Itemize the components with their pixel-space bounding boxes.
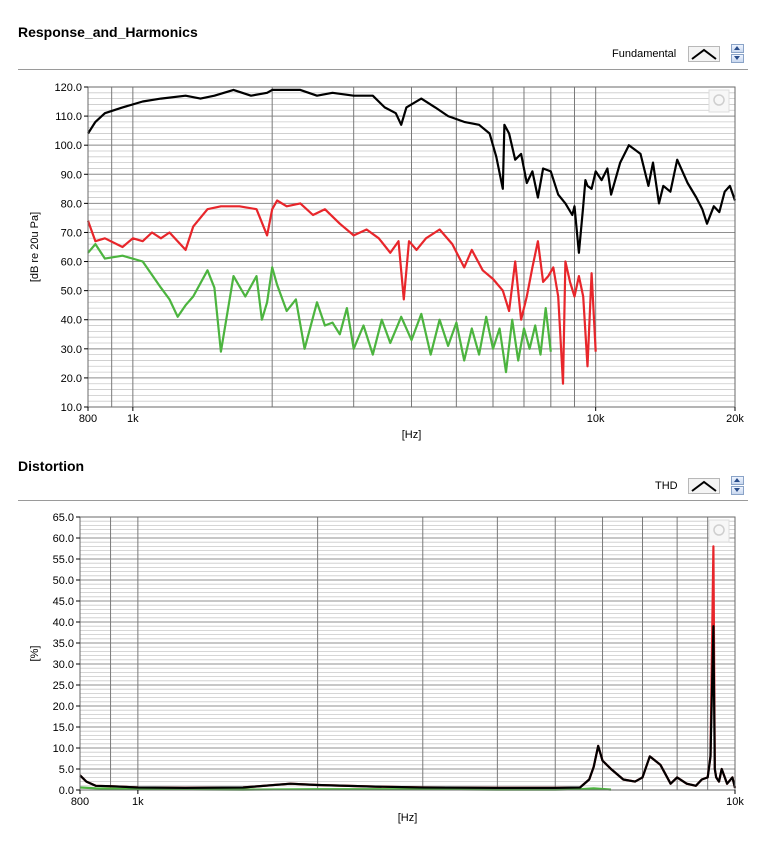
distortion-x-tick-label: 10k <box>726 796 744 808</box>
distortion-y-tick-label: 45.0 <box>53 596 74 608</box>
fundamental-spin-down-button[interactable] <box>731 54 744 63</box>
chevron-up-icon <box>734 46 740 50</box>
distortion-y-axis-label: [%] <box>29 646 41 662</box>
response-y-tick-label: 30.0 <box>61 344 82 356</box>
distortion-y-tick-label: 65.0 <box>53 512 74 524</box>
response-y-tick-label: 40.0 <box>61 315 82 327</box>
response-panel-title: Response_and_Harmonics <box>18 24 198 40</box>
distortion-x-tick-label: 1k <box>132 796 144 808</box>
chevron-down-icon <box>734 488 740 492</box>
response-x-tick-label: 800 <box>79 413 97 425</box>
fundamental-legend-label: Fundamental <box>612 48 677 60</box>
distortion-panel-divider <box>18 500 748 501</box>
response-cursor-tool-box <box>708 89 730 113</box>
distortion-series-line-1 <box>79 786 612 791</box>
response-chart: 10.0 20.0 30.0 40.0 50.0 60.0 70.0 80.0 90.0 100.… <box>29 82 744 441</box>
distortion-y-tick-label: 35.0 <box>53 638 74 650</box>
distortion-y-tick-label: 25.0 <box>53 680 74 692</box>
response-y-tick-label: 90.0 <box>61 169 82 181</box>
distortion-x-axis-label: [Hz] <box>398 812 418 824</box>
distortion-panel-title: Distortion <box>18 458 85 474</box>
thd-spin-down-button[interactable] <box>731 486 744 495</box>
distortion-y-tick-label: 60.0 <box>53 533 74 545</box>
response-x-tick-label: 10k <box>587 413 605 425</box>
response-panel-divider <box>18 69 748 70</box>
thd-spin-control <box>731 476 744 496</box>
distortion-y-tick-label: 50.0 <box>53 575 74 587</box>
response-y-tick-label: 20.0 <box>61 373 82 385</box>
response-cursor-tool-glyph <box>713 94 725 106</box>
response-y-tick-label: 80.0 <box>61 198 82 210</box>
response-y-tick-label: 10.0 <box>61 402 82 414</box>
chevron-up-icon <box>734 478 740 482</box>
response-y-tick-label: 60.0 <box>61 257 82 269</box>
distortion-x-tick-label: 800 <box>71 796 89 808</box>
chevron-down-icon <box>734 56 740 60</box>
response-x-tick-label: 20k <box>726 413 744 425</box>
distortion-chart: 0.0 5.0 10.0 15.0 20.0 25.0 30.0 35.0 40.0 45.0 50… <box>29 512 744 824</box>
response-y-tick-label: 120.0 <box>54 82 82 94</box>
response-y-tick-label: 50.0 <box>61 286 82 298</box>
response-series-line-1 <box>86 199 597 385</box>
peak-curve-icon <box>691 48 717 60</box>
thd-legend-label: THD <box>655 480 678 492</box>
response-series-line-0 <box>87 88 737 254</box>
distortion-cursor-tool-box <box>708 519 730 543</box>
response-y-tick-label: 110.0 <box>55 111 82 123</box>
response-y-tick-label: 70.0 <box>61 227 82 239</box>
response-cursor-tool-icon[interactable] <box>708 89 730 113</box>
peak-curve-icon <box>691 480 717 492</box>
response-y-axis-label: [dB re 20u Pa] <box>29 212 41 282</box>
fundamental-spin-up-button[interactable] <box>731 44 744 53</box>
response-plot-frame <box>87 86 736 408</box>
distortion-y-tick-label: 55.0 <box>53 554 74 566</box>
fundamental-spin-control <box>731 44 744 64</box>
thd-plot-style-button[interactable] <box>688 478 720 494</box>
distortion-y-tick-label: 15.0 <box>53 722 74 734</box>
distortion-cursor-tool-glyph <box>713 524 725 536</box>
distortion-cursor-tool-icon[interactable] <box>708 519 730 543</box>
distortion-plot-frame <box>79 516 736 791</box>
fundamental-plot-style-button[interactable] <box>688 46 720 62</box>
distortion-y-tick-label: 30.0 <box>53 659 74 671</box>
response-x-axis-label: [Hz] <box>402 429 422 441</box>
response-x-tick-label: 1k <box>127 413 139 425</box>
distortion-y-tick-label: 40.0 <box>53 617 74 629</box>
distortion-y-tick-label: 0.0 <box>59 785 74 797</box>
response-y-tick-label: 100.0 <box>54 140 82 152</box>
distortion-y-tick-label: 20.0 <box>53 701 74 713</box>
thd-spin-up-button[interactable] <box>731 476 744 485</box>
distortion-series-line-2 <box>79 625 737 790</box>
distortion-plot-area <box>79 516 736 791</box>
distortion-y-tick-label: 5.0 <box>59 764 74 776</box>
distortion-y-tick-label: 10.0 <box>53 743 74 755</box>
response-series-line-2 <box>87 243 552 374</box>
